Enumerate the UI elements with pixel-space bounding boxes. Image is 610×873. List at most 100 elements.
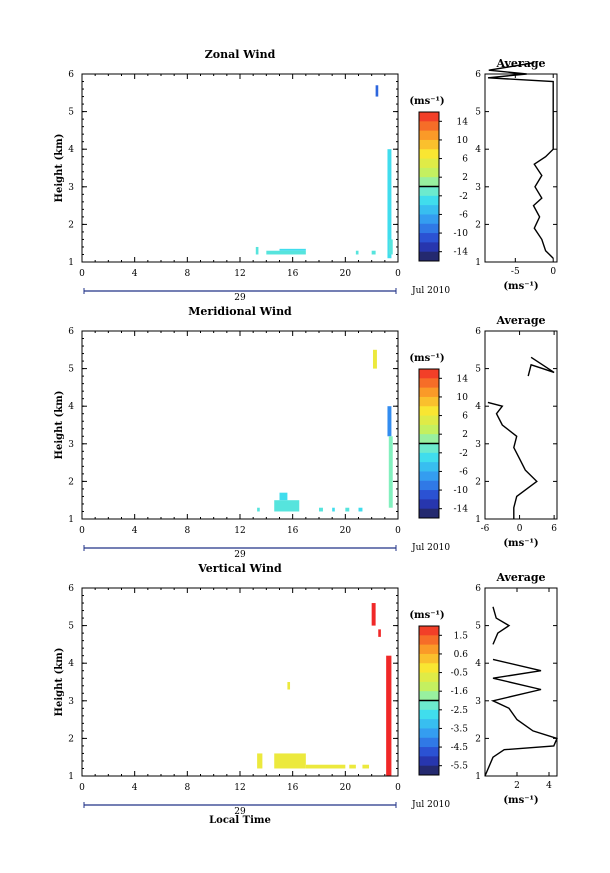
x-tick-label: 8: [184, 783, 190, 793]
average-frame: [484, 330, 558, 520]
average-x-label: (ms⁻¹): [503, 538, 538, 549]
x-tick-label: 8: [184, 269, 190, 279]
colorbar-segment: [419, 719, 439, 729]
colorbar-tick-label: -2: [459, 192, 468, 202]
colorbar-tick-label: -3.5: [451, 724, 469, 734]
x-tick-label: 20: [340, 269, 352, 279]
data-cell: [362, 764, 370, 769]
colorbar-tick-label: 6: [462, 155, 468, 165]
colorbar-segment: [419, 369, 439, 379]
colorbar-tick-label: -4.5: [451, 743, 469, 753]
colorbar-segment: [419, 378, 439, 389]
x-tick-label: 0: [79, 526, 85, 536]
colorbar-tick-label: 6: [462, 412, 468, 422]
colorbar-tick-label: -14: [454, 248, 469, 258]
y-tick-label: 2: [68, 734, 74, 744]
colorbar-tick-label: -6: [459, 467, 468, 477]
panel-title: Meridional Wind: [188, 305, 292, 318]
x-tick-label: 12: [234, 783, 245, 793]
average-frame: [484, 73, 558, 263]
colorbar-segment: [419, 462, 439, 472]
data-cell: [257, 507, 260, 512]
data-cell: [287, 682, 291, 690]
data-cell: [371, 250, 376, 255]
colorbar-segment: [419, 728, 439, 739]
y-tick-label: 1: [68, 515, 74, 525]
y-axis-label: Height (km): [54, 648, 65, 717]
average-y-tick-label: 5: [475, 108, 481, 118]
colorbar-tick-label: -2: [459, 449, 468, 459]
colorbar-segment: [419, 756, 439, 767]
colorbar-segment: [419, 508, 439, 519]
x-tick-label: 4: [132, 783, 138, 793]
average-profile-line: [487, 62, 554, 259]
average-y-tick-label: 5: [475, 365, 481, 375]
x-tick-label: 16: [287, 526, 299, 536]
y-tick-label: 2: [68, 477, 74, 487]
colorbar-tick-label: 10: [457, 393, 469, 403]
data-cell: [372, 349, 377, 369]
panel-title: Vertical Wind: [197, 562, 282, 575]
data-cell: [371, 603, 376, 626]
colorbar-segment: [419, 415, 439, 426]
colorbar-tick-label: -10: [454, 486, 469, 496]
colorbar-segment: [419, 424, 439, 435]
y-tick-label: 5: [68, 622, 74, 632]
x-tick-label: 4: [132, 269, 138, 279]
colorbar-tick-label: 14: [457, 374, 469, 384]
average-frame: [484, 587, 558, 777]
y-tick-label: 1: [68, 772, 74, 782]
colorbar-segment: [419, 653, 439, 664]
data-cell: [279, 492, 288, 501]
x-tick-label: 8: [184, 526, 190, 536]
colorbar-tick-label: -10: [454, 229, 469, 239]
average-title: Average: [495, 314, 545, 327]
data-cell: [332, 507, 335, 512]
y-tick-label: 2: [68, 220, 74, 230]
y-tick-label: 4: [68, 402, 74, 412]
y-tick-label: 4: [68, 659, 74, 669]
colorbar-segment: [419, 205, 439, 215]
data-cell: [388, 436, 393, 508]
average-profile-line: [492, 606, 511, 645]
average-profile-line: [527, 356, 555, 377]
colorbar-segment: [419, 765, 439, 776]
x-tick-label: 0: [395, 783, 401, 793]
colorbar-segment: [419, 396, 439, 407]
colorbar-segment: [419, 195, 439, 206]
data-cell: [349, 764, 356, 769]
colorbar-tick-label: -5.5: [451, 762, 469, 772]
average-y-tick-label: 1: [475, 258, 481, 268]
colorbar-tick-label: 10: [457, 136, 469, 146]
colorbar-segment: [419, 112, 439, 122]
average-y-tick-label: 4: [475, 145, 481, 155]
x-tick-label: 12: [234, 269, 245, 279]
date-label: Jul 2010: [411, 543, 450, 553]
y-tick-label: 1: [68, 258, 74, 268]
x-tick-label: 0: [79, 269, 85, 279]
data-cell: [386, 655, 392, 776]
average-y-tick-label: 5: [475, 622, 481, 632]
colorbar-segment: [419, 672, 439, 683]
average-y-tick-label: 2: [475, 220, 481, 230]
average-y-tick-label: 3: [475, 440, 481, 450]
date-label: Jul 2010: [411, 286, 450, 296]
colorbar-tick-label: 2: [462, 173, 468, 183]
colorbar-segment: [419, 490, 439, 500]
y-tick-label: 6: [68, 584, 74, 594]
colorbar-segment: [419, 233, 439, 243]
x-tick-label: 0: [395, 269, 401, 279]
colorbar-tick-label: -14: [454, 505, 469, 515]
colorbar-segment: [419, 644, 439, 655]
colorbar-segment: [419, 635, 439, 646]
y-tick-label: 3: [68, 183, 74, 193]
data-cell: [378, 629, 381, 637]
average-y-tick-label: 6: [475, 70, 481, 80]
plot-frame: [81, 330, 399, 520]
colorbar-segment: [419, 214, 439, 225]
data-cell: [358, 507, 363, 512]
average-y-tick-label: 3: [475, 183, 481, 193]
date-day-label: 29: [234, 807, 246, 817]
x-tick-label: 0: [79, 783, 85, 793]
average-title: Average: [495, 571, 545, 584]
